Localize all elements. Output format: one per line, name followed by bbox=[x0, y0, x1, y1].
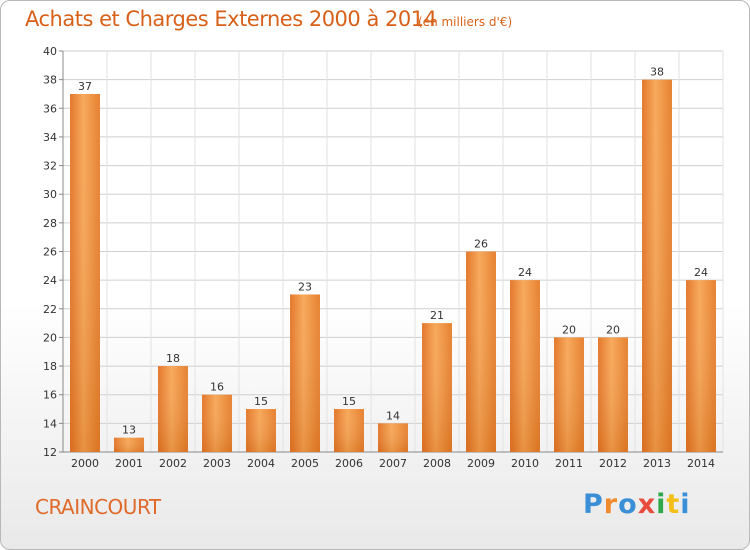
x-tick-label: 2009 bbox=[467, 457, 495, 470]
x-tick-label: 2010 bbox=[511, 457, 539, 470]
x-tick-label: 2003 bbox=[203, 457, 231, 470]
y-tick-label: 26 bbox=[43, 246, 57, 259]
data-label: 37 bbox=[78, 80, 92, 93]
y-tick-label: 36 bbox=[43, 102, 57, 115]
x-tick-label: 2001 bbox=[115, 457, 143, 470]
x-tick-label: 2000 bbox=[71, 457, 99, 470]
data-label: 23 bbox=[298, 280, 312, 293]
data-label: 24 bbox=[518, 266, 532, 279]
bar-shade-2004 bbox=[246, 409, 276, 452]
x-tick-label: 2011 bbox=[555, 457, 583, 470]
y-tick-label: 14 bbox=[43, 417, 57, 430]
data-label: 20 bbox=[606, 323, 620, 336]
y-tick-label: 40 bbox=[43, 45, 57, 58]
x-tick-label: 2013 bbox=[643, 457, 671, 470]
chart-subtitle: (en milliers d'€) bbox=[418, 15, 513, 29]
bar-shade-2014 bbox=[686, 280, 716, 452]
logo-letter: o bbox=[618, 489, 638, 520]
data-label: 24 bbox=[694, 266, 708, 279]
y-tick-label: 16 bbox=[43, 389, 57, 402]
bar-shade-2010 bbox=[510, 280, 540, 452]
logo-letter: i bbox=[656, 489, 667, 520]
x-tick-label: 2008 bbox=[423, 457, 451, 470]
x-tick-label: 2007 bbox=[379, 457, 407, 470]
data-label: 16 bbox=[210, 381, 224, 394]
x-tick-label: 2014 bbox=[687, 457, 715, 470]
data-label: 21 bbox=[430, 309, 444, 322]
commune-name: CRAINCOURT bbox=[35, 495, 161, 519]
bar-shade-2003 bbox=[202, 394, 232, 452]
y-tick-label: 12 bbox=[43, 446, 57, 459]
logo-letter: t bbox=[666, 489, 681, 520]
bar-shade-2000 bbox=[70, 93, 100, 452]
bar-shade-2012 bbox=[598, 337, 628, 452]
data-label: 14 bbox=[386, 409, 400, 422]
proxiti-logo: Proxiti bbox=[583, 489, 691, 520]
y-tick-label: 28 bbox=[43, 217, 57, 230]
bar-shade-2001 bbox=[114, 437, 144, 452]
y-tick-label: 20 bbox=[43, 331, 57, 344]
data-label: 20 bbox=[562, 323, 576, 336]
bar-shade-2002 bbox=[158, 366, 188, 452]
x-tick-label: 2012 bbox=[599, 457, 627, 470]
bar-shade-2008 bbox=[422, 323, 452, 452]
bar-shade-2005 bbox=[290, 294, 320, 452]
y-tick-label: 30 bbox=[43, 188, 57, 201]
data-label: 38 bbox=[650, 66, 664, 79]
y-tick-label: 22 bbox=[43, 303, 57, 316]
y-tick-label: 18 bbox=[43, 360, 57, 373]
x-tick-label: 2005 bbox=[291, 457, 319, 470]
chart-title: Achats et Charges Externes 2000 à 2014 bbox=[25, 7, 437, 31]
y-tick-label: 34 bbox=[43, 131, 57, 144]
y-tick-label: 32 bbox=[43, 160, 57, 173]
bar-shade-2009 bbox=[466, 251, 496, 452]
logo-letter: x bbox=[637, 489, 657, 520]
data-label: 13 bbox=[122, 424, 136, 437]
bar-shade-2011 bbox=[554, 337, 584, 452]
x-tick-label: 2006 bbox=[335, 457, 363, 470]
bar-shade-2013 bbox=[642, 79, 672, 453]
x-tick-label: 2002 bbox=[159, 457, 187, 470]
bar-shade-2007 bbox=[378, 423, 408, 452]
data-label: 15 bbox=[254, 395, 268, 408]
data-label: 26 bbox=[474, 238, 488, 251]
logo-letter: r bbox=[603, 489, 619, 520]
logo-letter: P bbox=[583, 489, 604, 520]
logo-letter: i bbox=[680, 489, 691, 520]
y-tick-label: 38 bbox=[43, 74, 57, 87]
y-tick-label: 24 bbox=[43, 274, 57, 287]
x-tick-label: 2004 bbox=[247, 457, 275, 470]
data-label: 15 bbox=[342, 395, 356, 408]
data-label: 18 bbox=[166, 352, 180, 365]
bar-shade-2006 bbox=[334, 409, 364, 452]
